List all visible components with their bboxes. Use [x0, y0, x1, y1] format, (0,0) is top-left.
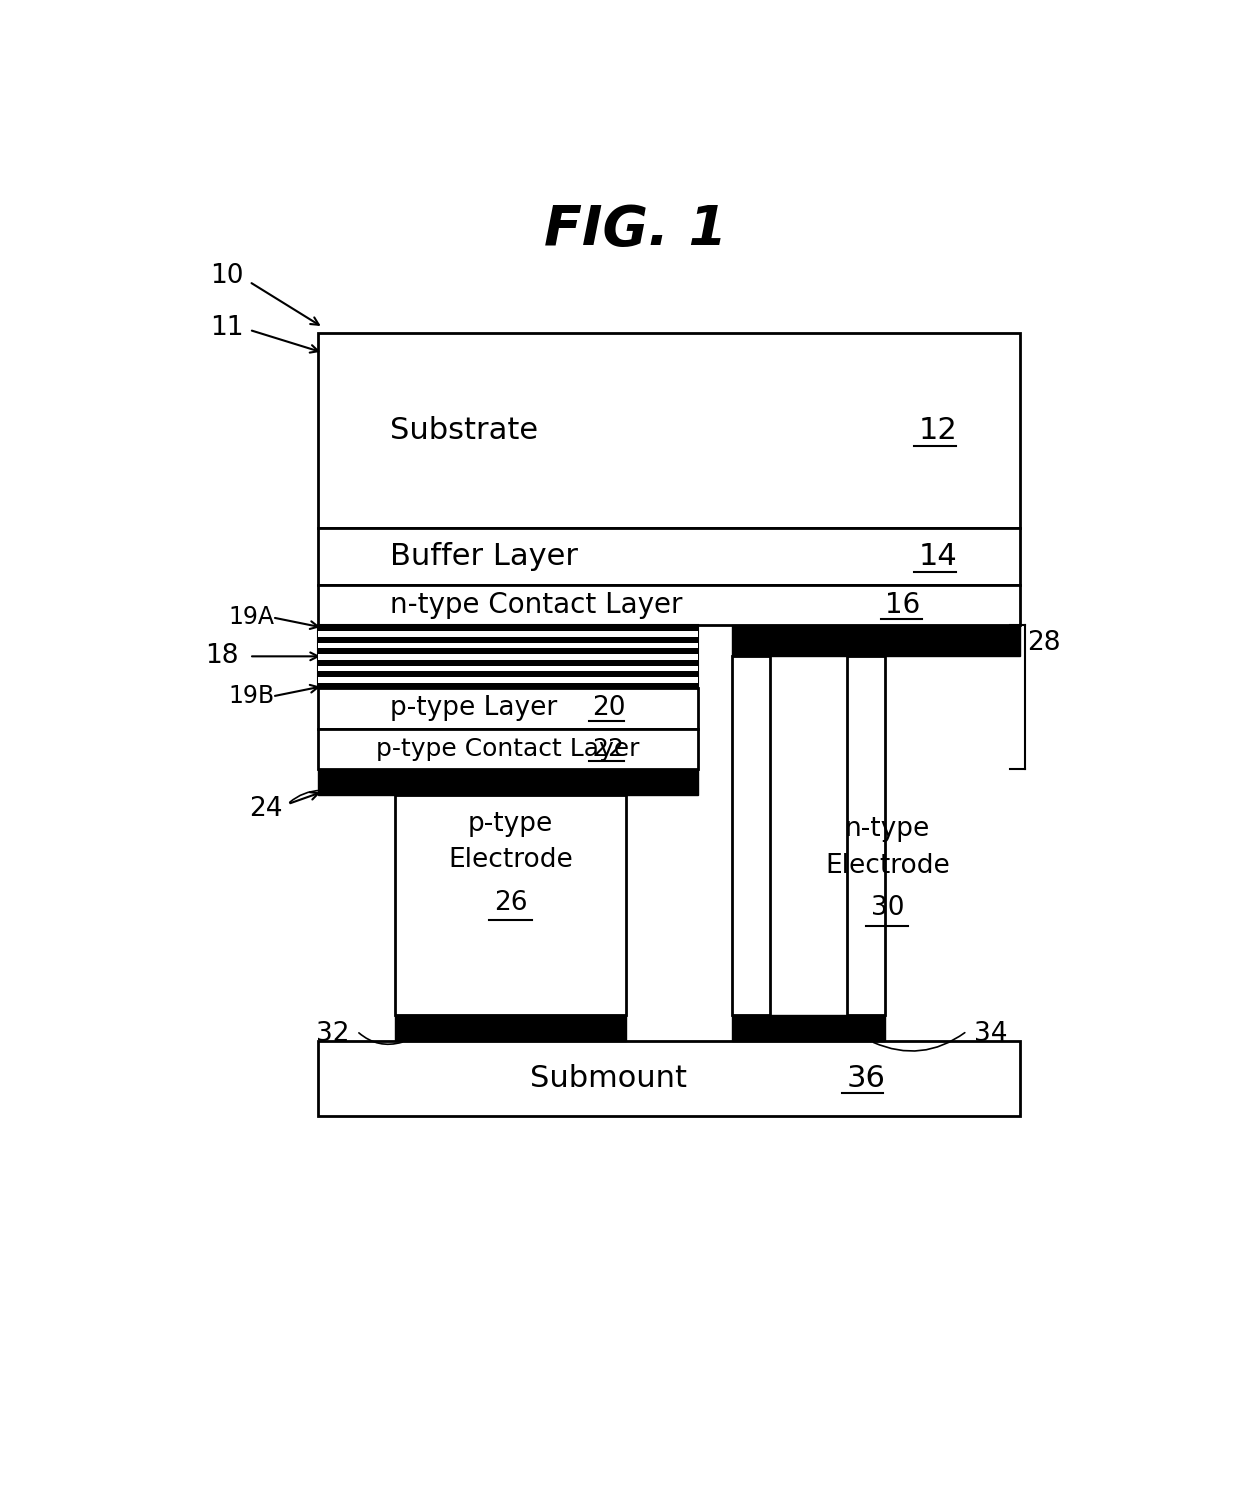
Text: p-type Contact Layer: p-type Contact Layer: [376, 737, 640, 760]
Text: 32: 32: [316, 1021, 350, 1048]
Bar: [319, 655, 698, 659]
Bar: [319, 643, 698, 649]
Text: Submount: Submount: [529, 1064, 687, 1094]
Bar: [319, 625, 698, 689]
Text: 11: 11: [211, 314, 244, 341]
Text: Electrode: Electrode: [825, 853, 950, 879]
Bar: [732, 1015, 885, 1042]
Text: 20: 20: [593, 695, 626, 722]
Bar: [319, 585, 1019, 625]
Text: 30: 30: [870, 896, 904, 921]
Text: 19B: 19B: [228, 684, 274, 708]
Text: 10: 10: [211, 263, 244, 289]
Text: FIG. 1: FIG. 1: [544, 204, 727, 257]
Text: p-type: p-type: [467, 811, 553, 836]
Text: Substrate: Substrate: [391, 417, 538, 445]
Text: 22: 22: [593, 737, 624, 760]
Text: 28: 28: [1027, 629, 1060, 656]
Bar: [319, 729, 698, 769]
Text: 14: 14: [919, 542, 957, 571]
Text: 34: 34: [975, 1021, 1008, 1048]
Text: 19A: 19A: [228, 606, 274, 629]
Text: n-type Contact Layer: n-type Contact Layer: [391, 591, 683, 619]
Text: 16: 16: [885, 591, 920, 619]
Bar: [319, 677, 698, 683]
Text: Electrode: Electrode: [448, 847, 573, 873]
Bar: [319, 528, 1019, 585]
Text: p-type Layer: p-type Layer: [391, 695, 558, 722]
Bar: [319, 689, 698, 729]
Bar: [319, 631, 698, 637]
Text: Buffer Layer: Buffer Layer: [391, 542, 578, 571]
Text: 18: 18: [206, 643, 239, 670]
Bar: [319, 333, 1019, 528]
Bar: [732, 625, 1021, 656]
Bar: [319, 769, 698, 795]
Bar: [319, 665, 698, 671]
Bar: [396, 795, 626, 1015]
Text: 24: 24: [249, 796, 283, 821]
Text: 12: 12: [919, 417, 957, 445]
Text: 26: 26: [494, 890, 527, 915]
Bar: [847, 656, 885, 1015]
Bar: [319, 1042, 1019, 1116]
Text: 36: 36: [847, 1064, 885, 1094]
Bar: [732, 656, 770, 1015]
Text: n-type: n-type: [844, 817, 930, 842]
Bar: [396, 1015, 626, 1042]
